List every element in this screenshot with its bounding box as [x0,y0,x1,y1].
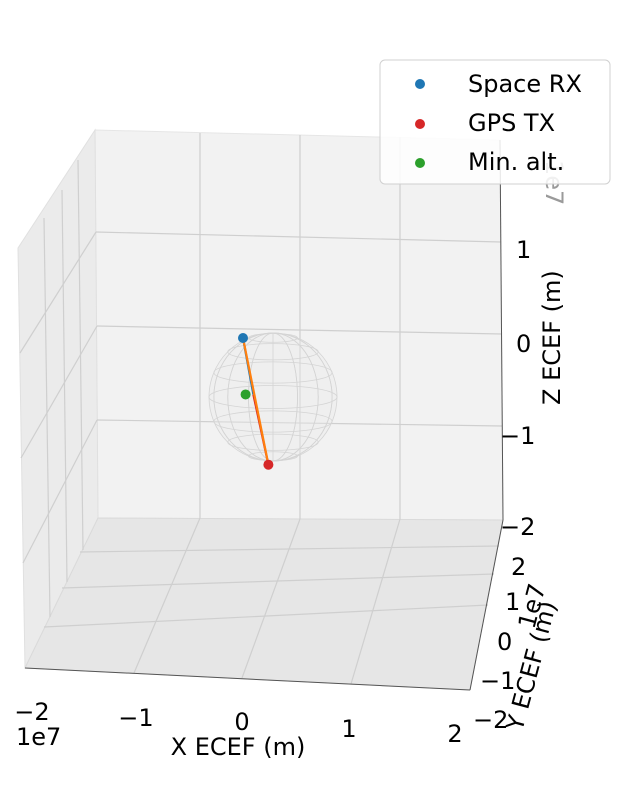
grid-line [43,217,51,618]
grid-lines [19,133,503,685]
y-tick-labels: −2 −1 0 1 2 [473,553,526,734]
grid-line [19,231,97,354]
back-pane [94,129,504,521]
grid-line [43,604,489,628]
legend-label-min-alt: Min. alt. [468,148,564,176]
earth-latitude-line [227,433,319,451]
floor-pane [24,517,504,691]
grid-line [79,545,500,553]
earth-latitude-line [227,343,319,361]
legend-marker-space-rx [415,79,425,89]
z-tick-label: −1 [500,422,535,450]
grid-line [22,419,98,564]
z-axis-line [499,139,504,521]
x-axis-offset: 1e7 [16,723,61,751]
legend: Space RX GPS TX Min. alt. [379,59,611,185]
y-tick-label: −1 [480,667,515,695]
z-tick-label: 1 [516,236,531,264]
x-tick-label: 1 [341,715,356,743]
y-tick-label: 0 [497,628,512,656]
x-axis-line [24,667,471,691]
grid-line [133,517,201,674]
x-tick-labels: −2 −1 0 1 2 1e7 [14,698,462,751]
z-tick-labels: −2 −1 0 1 [500,236,535,541]
grid-line [61,573,495,589]
z-tick-label: 0 [516,330,531,358]
y-tick-label: −2 [473,706,508,734]
z-tick-label: −2 [500,513,535,541]
path-line [241,337,270,465]
point-space-rx [238,333,248,343]
x-axis-label: X ECEF (m) [171,733,306,761]
grid-line [96,419,503,427]
y-tick-label: 2 [511,553,526,581]
axis-lines [24,139,504,691]
point-min-alt [240,389,251,400]
grid-line [61,189,68,583]
earth-latitude-line [213,361,333,384]
y-tick-label: 1 [505,588,520,616]
legend-label-gps-tx: GPS TX [468,109,555,137]
data-layer [238,333,274,470]
legend-label-space-rx: Space RX [468,70,582,98]
earth-latitude-line [208,385,338,409]
grid-line [95,231,502,243]
x-tick-label: 0 [234,708,249,736]
grid-line [350,518,401,685]
x-tick-label: 2 [447,720,462,748]
z-axis-label: Z ECEF (m) [538,270,566,405]
y-axis-line [469,519,504,691]
grid-line [241,518,301,679]
earth-latitude-line [248,451,298,461]
x-tick-label: −1 [118,704,153,732]
earth-latitude-line [248,333,298,343]
grid-line [77,159,84,551]
legend-marker-gps-tx [415,119,425,129]
earth-longitude-line [213,332,333,462]
legend-box [379,59,611,185]
earth-sphere [208,332,338,462]
legend-marker-min-alt [415,158,425,168]
x-tick-label: −2 [14,698,49,726]
point-gps-tx [263,459,274,470]
earth-latitude-line [213,410,333,433]
grid-line [20,325,98,459]
grid-line [96,325,503,335]
